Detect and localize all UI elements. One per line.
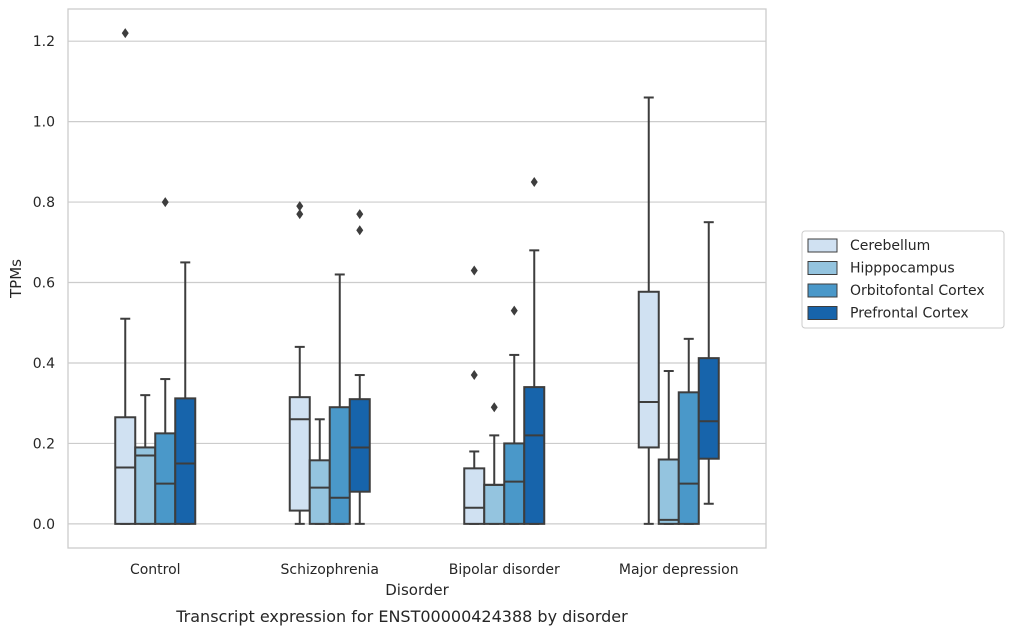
box-hipppocampus bbox=[134, 394, 157, 525]
box-hipppocampus bbox=[483, 402, 506, 525]
legend-swatch bbox=[807, 283, 838, 298]
y-tick-labels: 0.0 0.2 0.4 0.6 0.8 1.0 1.2 bbox=[33, 34, 55, 533]
y-tick-label: 0.6 bbox=[33, 276, 55, 292]
outlier-point bbox=[470, 370, 478, 381]
box-iqr bbox=[308, 459, 331, 525]
box-iqr bbox=[523, 386, 546, 525]
legend-label: Hipppocampus bbox=[850, 261, 955, 277]
box-iqr bbox=[114, 416, 137, 525]
outlier-point bbox=[470, 265, 478, 276]
box-hipppocampus bbox=[308, 418, 331, 525]
y-tick-label: 1.2 bbox=[33, 34, 55, 50]
outlier-point bbox=[296, 201, 304, 212]
box-iqr bbox=[697, 357, 720, 460]
box-iqr bbox=[463, 467, 486, 525]
box-prefrontal-cortex bbox=[348, 209, 371, 525]
legend-label: Prefrontal Cortex bbox=[850, 306, 969, 322]
box-prefrontal-cortex bbox=[697, 221, 720, 505]
box-iqr bbox=[134, 446, 157, 525]
box-iqr bbox=[657, 458, 680, 525]
box-orbitofontal-cortex bbox=[154, 197, 177, 525]
x-tick-label: Major depression bbox=[619, 562, 739, 578]
y-tick-label: 1.0 bbox=[33, 115, 55, 131]
box-hipppocampus bbox=[657, 370, 680, 525]
box-cerebellum bbox=[114, 28, 137, 525]
x-tick-label: Bipolar disorder bbox=[449, 562, 560, 578]
outlier-point bbox=[490, 402, 498, 413]
box-orbitofontal-cortex bbox=[677, 337, 700, 525]
outlier-point bbox=[510, 305, 518, 316]
y-tick-label: 0.8 bbox=[33, 195, 55, 211]
box-iqr bbox=[348, 398, 371, 493]
box-iqr bbox=[503, 442, 526, 525]
legend-swatch bbox=[807, 261, 838, 275]
x-tick-label: Schizophrenia bbox=[281, 562, 379, 578]
y-tick-label: 0.2 bbox=[33, 436, 55, 452]
box-groups bbox=[114, 28, 720, 525]
x-tick-labels: Control Schizophrenia Bipolar disorder Majo… bbox=[130, 562, 739, 578]
legend: Cerebellum Hipppocampus Orbitofontal Corte… bbox=[801, 230, 1005, 329]
y-axis-label: TPMs bbox=[7, 259, 25, 299]
plot-frame bbox=[67, 8, 767, 549]
legend-frame bbox=[801, 230, 1005, 329]
box-iqr bbox=[677, 391, 700, 525]
outlier-point bbox=[356, 209, 364, 220]
box-iqr bbox=[288, 396, 311, 512]
box-cerebellum bbox=[463, 265, 486, 525]
box-orbitofontal-cortex bbox=[503, 305, 526, 525]
outlier-point bbox=[530, 176, 538, 187]
box-iqr bbox=[483, 483, 506, 525]
legend-label: Cerebellum bbox=[850, 238, 930, 254]
outlier-point bbox=[356, 225, 364, 236]
box-iqr bbox=[174, 397, 197, 525]
box-cerebellum bbox=[637, 96, 660, 525]
x-tick-label: Control bbox=[130, 562, 181, 578]
legend-label: Orbitofontal Cortex bbox=[850, 283, 985, 299]
box-prefrontal-cortex bbox=[523, 176, 546, 525]
y-tick-label: 0.0 bbox=[33, 517, 55, 533]
box-iqr bbox=[637, 290, 660, 449]
chart-caption: Transcript expression for ENST0000042438… bbox=[175, 607, 628, 626]
outlier-point bbox=[121, 28, 129, 39]
y-tick-label: 0.4 bbox=[33, 356, 55, 372]
x-axis-label: Disorder bbox=[385, 581, 449, 599]
box-prefrontal-cortex bbox=[174, 261, 197, 525]
box-cerebellum bbox=[288, 201, 311, 525]
legend-swatch bbox=[807, 306, 838, 320]
box-iqr bbox=[328, 406, 351, 525]
legend-swatch bbox=[807, 238, 838, 253]
outlier-point bbox=[296, 209, 304, 220]
outlier-point bbox=[161, 197, 169, 208]
box-orbitofontal-cortex bbox=[328, 273, 351, 525]
box-iqr bbox=[154, 432, 177, 525]
